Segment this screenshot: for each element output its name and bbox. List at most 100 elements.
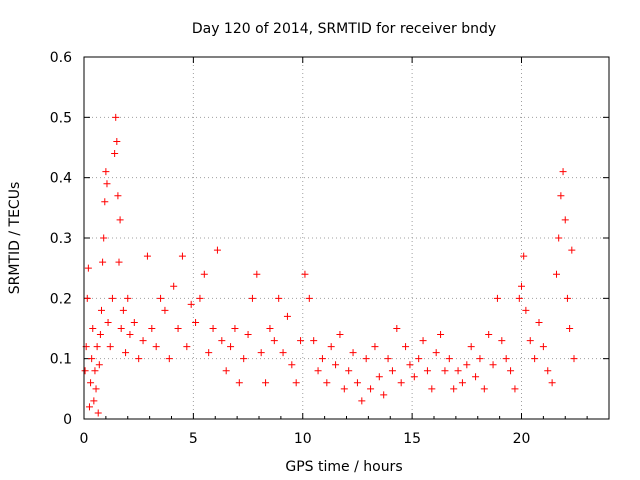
data-point xyxy=(548,379,556,387)
y-axis-label: SRMTID / TECUs xyxy=(7,182,23,295)
data-point xyxy=(240,355,248,363)
data-point xyxy=(103,180,111,188)
data-point xyxy=(358,397,366,405)
data-point xyxy=(124,294,132,302)
data-point xyxy=(213,246,221,254)
data-point xyxy=(98,306,105,314)
data-point xyxy=(568,246,576,254)
data-point xyxy=(561,216,569,224)
data-point xyxy=(126,331,134,339)
data-point xyxy=(178,252,186,260)
data-point xyxy=(511,385,519,393)
data-point xyxy=(222,367,230,375)
data-point xyxy=(454,367,462,375)
data-point xyxy=(283,312,291,320)
data-point xyxy=(441,367,449,375)
x-tick-label: 10 xyxy=(294,431,312,447)
data-point xyxy=(231,325,239,332)
data-point xyxy=(406,361,414,369)
data-point xyxy=(108,294,116,302)
data-point xyxy=(119,306,127,314)
data-point xyxy=(445,355,453,363)
data-point xyxy=(544,367,552,375)
data-point xyxy=(209,325,217,332)
data-point xyxy=(112,113,120,121)
data-point xyxy=(143,252,151,260)
data-point xyxy=(397,379,405,387)
data-point xyxy=(419,337,427,345)
data-point xyxy=(113,137,121,145)
data-point xyxy=(87,379,95,387)
data-point xyxy=(266,325,274,332)
data-point xyxy=(161,306,169,314)
data-point xyxy=(94,409,102,417)
data-point xyxy=(467,343,475,351)
data-point xyxy=(557,192,565,200)
data-point xyxy=(349,349,357,357)
data-point xyxy=(380,391,388,399)
data-point xyxy=(388,367,396,375)
data-point xyxy=(353,379,361,387)
data-point xyxy=(81,367,89,375)
data-point xyxy=(520,252,528,260)
data-point xyxy=(96,331,104,339)
data-point xyxy=(301,270,309,278)
data-point xyxy=(472,373,480,381)
data-point xyxy=(384,355,392,363)
data-point xyxy=(423,367,431,375)
data-point xyxy=(187,300,195,308)
data-point xyxy=(101,198,109,206)
data-point xyxy=(318,355,326,363)
data-point xyxy=(170,282,178,290)
data-point xyxy=(292,379,300,387)
x-tick-label: 5 xyxy=(189,431,198,447)
data-point xyxy=(555,234,563,242)
data-point xyxy=(402,343,410,351)
data-point xyxy=(297,337,305,345)
y-tick-label: 0.2 xyxy=(50,291,72,307)
data-point xyxy=(275,294,283,302)
data-point xyxy=(437,331,445,339)
data-point xyxy=(463,361,471,369)
data-point xyxy=(83,294,91,302)
data-point xyxy=(566,325,574,332)
data-point xyxy=(340,385,348,393)
data-point xyxy=(104,318,112,326)
data-point xyxy=(89,325,97,332)
data-point xyxy=(310,337,318,345)
y-tick-label: 0.6 xyxy=(50,50,72,66)
data-point xyxy=(235,379,243,387)
data-point xyxy=(559,168,567,176)
data-point xyxy=(200,270,208,278)
data-point xyxy=(114,192,122,200)
y-tick-label: 0.1 xyxy=(50,352,72,368)
data-point xyxy=(535,318,543,326)
data-point xyxy=(248,294,256,302)
y-tick-label: 0.5 xyxy=(50,110,72,126)
data-point xyxy=(85,403,93,411)
data-point xyxy=(99,258,107,266)
data-point xyxy=(93,343,101,351)
x-tick-label: 20 xyxy=(513,431,531,447)
data-point xyxy=(553,270,560,278)
data-point xyxy=(393,325,401,332)
data-point xyxy=(498,337,506,345)
data-point xyxy=(539,343,547,351)
data-point xyxy=(570,355,578,363)
data-point xyxy=(410,373,418,381)
data-point xyxy=(139,337,147,345)
data-point xyxy=(432,349,440,357)
data-point xyxy=(450,385,458,393)
x-axis-label: GPS time / hours xyxy=(285,459,402,475)
data-point xyxy=(522,306,530,314)
data-point xyxy=(253,270,261,278)
data-point xyxy=(362,355,370,363)
data-point xyxy=(130,318,138,326)
data-point xyxy=(515,294,523,302)
data-point xyxy=(489,361,497,369)
data-point xyxy=(183,343,191,351)
data-point xyxy=(111,150,119,158)
data-point xyxy=(526,337,534,345)
data-point xyxy=(135,355,143,363)
